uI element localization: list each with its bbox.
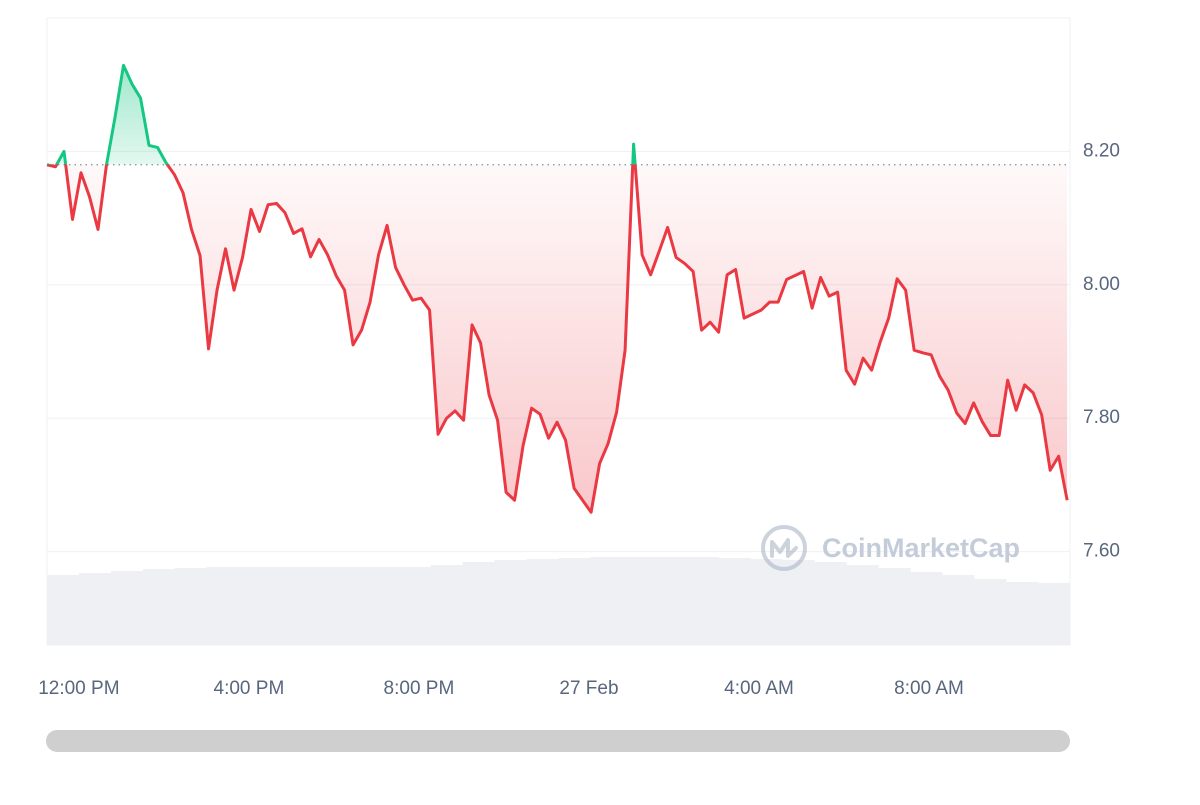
volume-bar (1038, 583, 1071, 645)
volume-bar (814, 562, 847, 645)
y-tick-label: 7.80 (1083, 407, 1120, 428)
volume-bar (878, 568, 911, 645)
volume-bar (494, 560, 528, 645)
volume-bar (462, 562, 496, 645)
volume-bar (654, 557, 687, 645)
volume-bar (846, 565, 879, 645)
y-tick-label: 8.00 (1083, 274, 1120, 295)
x-tick-label: 4:00 PM (214, 678, 285, 699)
volume-bar (686, 557, 719, 645)
x-tick-label: 8:00 AM (894, 678, 964, 699)
scrollbar[interactable] (46, 730, 1070, 752)
volume-bar (174, 568, 208, 645)
volume-bar (366, 567, 400, 645)
volume-bar (526, 559, 559, 645)
data-layer (46, 63, 1070, 514)
volume-bar (974, 579, 1007, 645)
volume-bar (910, 572, 943, 645)
x-tick-label: 12:00 PM (38, 678, 119, 699)
label-layer: 7.60 7.80 8.00 8.20 12:00 PM 4:00 PM 8:00 PM 27… (38, 140, 1120, 699)
x-tick-label: 8:00 PM (384, 678, 455, 699)
x-tick-label: 27 Feb (559, 678, 618, 699)
watermark: CoinMarketCap (822, 533, 1020, 563)
volume-bar (1006, 582, 1039, 645)
price-line (46, 63, 1069, 514)
volume-bar (398, 567, 432, 645)
volume-bar (302, 567, 336, 645)
volume-bar (78, 573, 112, 645)
x-tick-label: 4:00 AM (724, 678, 794, 699)
volume-bar (718, 558, 751, 645)
volume-bar (47, 575, 80, 645)
price-area (47, 65, 1068, 513)
volume-bar (270, 567, 304, 645)
volume-layer (47, 557, 1071, 645)
watermark-logo (761, 525, 807, 571)
volume-bar (110, 571, 144, 645)
volume-bar (942, 575, 975, 645)
volume-bar (782, 560, 815, 645)
y-tick-label: 8.20 (1083, 140, 1120, 161)
volume-bar (430, 565, 464, 645)
volume-bar (238, 567, 272, 645)
volume-bar (622, 557, 655, 645)
y-tick-label: 7.60 (1083, 541, 1120, 562)
volume-bar (750, 559, 783, 645)
plot-frame (46, 17, 1071, 646)
volume-bar (142, 569, 176, 645)
volume-bar (206, 567, 240, 645)
volume-bar (334, 567, 368, 645)
volume-bar (558, 558, 591, 645)
volume-bar (590, 557, 623, 645)
